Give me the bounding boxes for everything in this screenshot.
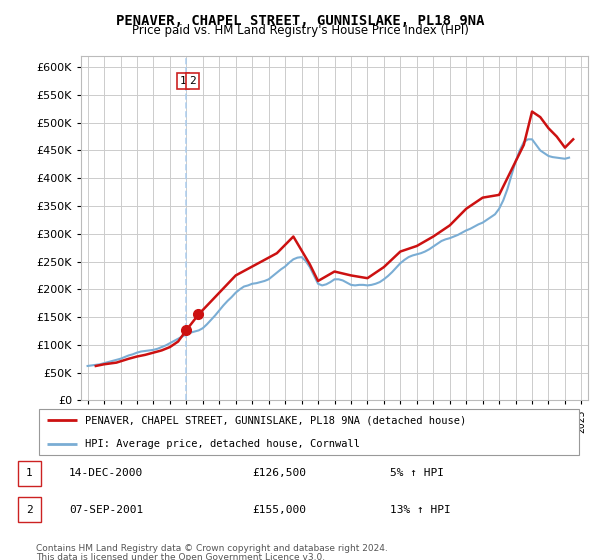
Text: 07-SEP-2001: 07-SEP-2001 <box>69 505 143 515</box>
Text: HPI: Average price, detached house, Cornwall: HPI: Average price, detached house, Corn… <box>85 439 360 449</box>
Text: 2: 2 <box>189 76 196 86</box>
Text: Price paid vs. HM Land Registry's House Price Index (HPI): Price paid vs. HM Land Registry's House … <box>131 24 469 36</box>
Text: PENAVER, CHAPEL STREET, GUNNISLAKE, PL18 9NA (detached house): PENAVER, CHAPEL STREET, GUNNISLAKE, PL18… <box>85 416 466 426</box>
Text: 14-DEC-2000: 14-DEC-2000 <box>69 468 143 478</box>
FancyBboxPatch shape <box>39 409 579 455</box>
Text: 13% ↑ HPI: 13% ↑ HPI <box>390 505 451 515</box>
Text: PENAVER, CHAPEL STREET, GUNNISLAKE, PL18 9NA: PENAVER, CHAPEL STREET, GUNNISLAKE, PL18… <box>116 14 484 28</box>
Text: This data is licensed under the Open Government Licence v3.0.: This data is licensed under the Open Gov… <box>36 553 325 560</box>
Text: 1: 1 <box>179 76 186 86</box>
Text: 2: 2 <box>26 505 33 515</box>
Text: 1: 1 <box>26 468 33 478</box>
Text: Contains HM Land Registry data © Crown copyright and database right 2024.: Contains HM Land Registry data © Crown c… <box>36 544 388 553</box>
Text: 5% ↑ HPI: 5% ↑ HPI <box>390 468 444 478</box>
Text: £155,000: £155,000 <box>252 505 306 515</box>
Text: £126,500: £126,500 <box>252 468 306 478</box>
